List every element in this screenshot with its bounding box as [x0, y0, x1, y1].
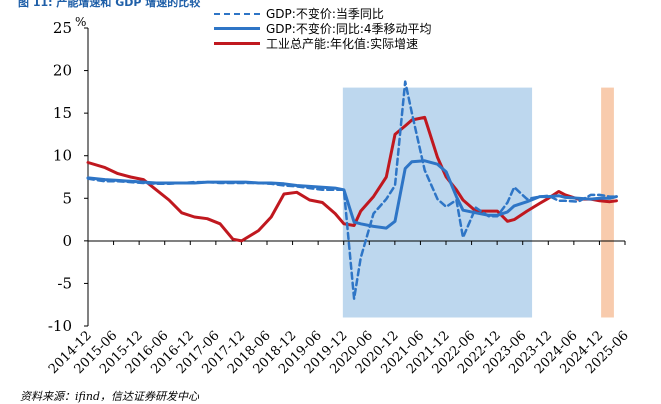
- legend-item-gdp-quarterly: GDP:不变价:当季同比: [214, 6, 432, 21]
- y-tick-label: 10: [53, 147, 72, 165]
- legend-item-industrial-capacity: 工业总产能:年化值:实际增速: [214, 36, 432, 51]
- y-tick-label: 5: [62, 189, 72, 207]
- series-lines: [86, 80, 618, 301]
- shaded-region-0: [342, 87, 533, 318]
- source-note: 资料来源：ifind，信达证券研发中心: [20, 390, 199, 403]
- legend-label: 工业总产能:年化值:实际增速: [266, 37, 419, 51]
- y-tick-label: 25: [53, 19, 72, 37]
- figure-caption: 图 11: 产能增速和 GDP 增速的比较: [18, 0, 201, 9]
- y-tick-label: -5: [57, 274, 72, 292]
- legend: GDP:不变价:当季同比 GDP:不变价:同比:4季移动平均 工业总产能:年化值…: [214, 6, 432, 51]
- y-axis-ticks: -10 -5 0 5 10 15 20 25: [48, 19, 88, 335]
- legend-label: GDP:不变价:当季同比: [266, 7, 384, 21]
- shaded-regions: [342, 87, 614, 318]
- x-axis-ticks: 2014-122015-062015-122016-062016-122017-…: [46, 241, 632, 377]
- y-tick-label: -10: [48, 317, 72, 335]
- legend-label: GDP:不变价:同比:4季移动平均: [266, 22, 432, 36]
- legend-swatch-solid-red: [214, 42, 260, 45]
- y-tick-label: 15: [53, 104, 72, 122]
- legend-swatch-solid-blue: [214, 27, 260, 30]
- legend-swatch-dashed-blue: [214, 12, 260, 15]
- series-line-2: [86, 115, 618, 243]
- series-line-0: [86, 80, 618, 301]
- y-unit-label: %: [75, 15, 86, 29]
- y-tick-label: 0: [62, 232, 72, 250]
- y-tick-label: 20: [53, 62, 72, 80]
- legend-item-gdp-4q-average: GDP:不变价:同比:4季移动平均: [214, 21, 432, 36]
